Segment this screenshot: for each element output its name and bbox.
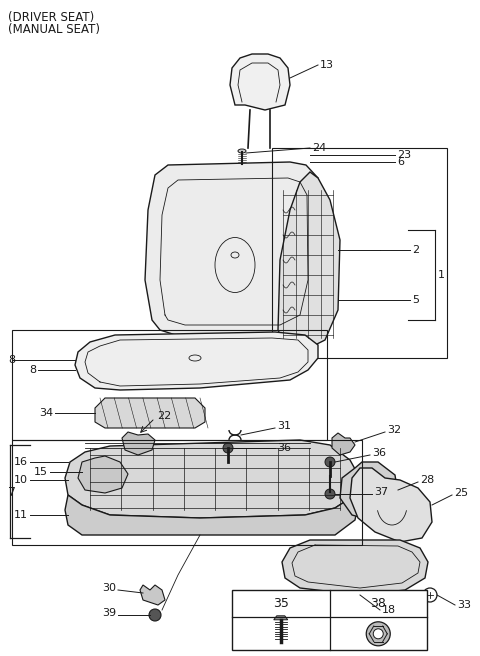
- Polygon shape: [350, 468, 432, 542]
- Polygon shape: [332, 433, 355, 455]
- Circle shape: [149, 609, 161, 621]
- Text: 23: 23: [397, 150, 411, 160]
- Text: 35: 35: [273, 597, 288, 609]
- Polygon shape: [95, 398, 205, 428]
- Bar: [12, 440, 362, 545]
- Polygon shape: [340, 462, 398, 520]
- Polygon shape: [145, 162, 322, 338]
- Text: 6: 6: [397, 157, 404, 167]
- Circle shape: [360, 482, 380, 502]
- Text: 5: 5: [412, 295, 419, 305]
- Text: 7: 7: [8, 485, 16, 499]
- Circle shape: [373, 629, 383, 639]
- Bar: [272, 148, 447, 358]
- Polygon shape: [122, 432, 155, 455]
- Text: 8: 8: [8, 355, 15, 365]
- Bar: [12, 330, 327, 440]
- Text: 32: 32: [387, 425, 401, 435]
- Text: 39: 39: [102, 608, 116, 618]
- Circle shape: [325, 457, 335, 467]
- Polygon shape: [75, 332, 318, 390]
- Text: 28: 28: [420, 475, 434, 485]
- Polygon shape: [65, 440, 360, 518]
- Text: 2: 2: [412, 245, 419, 255]
- Text: 11: 11: [14, 510, 28, 520]
- Polygon shape: [230, 54, 290, 110]
- Text: 8: 8: [29, 365, 36, 375]
- Polygon shape: [65, 495, 358, 535]
- Text: 34: 34: [39, 408, 53, 418]
- Text: 15: 15: [34, 467, 48, 477]
- Text: 38: 38: [370, 597, 386, 609]
- Circle shape: [325, 489, 335, 499]
- Ellipse shape: [238, 149, 246, 153]
- Polygon shape: [140, 585, 165, 605]
- Circle shape: [365, 487, 375, 497]
- Text: 10: 10: [14, 475, 28, 485]
- Text: 36: 36: [277, 443, 291, 453]
- Text: 22: 22: [157, 411, 171, 421]
- Text: 30: 30: [102, 583, 116, 593]
- Text: 1: 1: [438, 270, 445, 280]
- Text: 31: 31: [277, 421, 291, 431]
- Text: 36: 36: [372, 448, 386, 458]
- Text: 16: 16: [14, 457, 28, 467]
- Polygon shape: [282, 540, 428, 595]
- Text: (MANUAL SEAT): (MANUAL SEAT): [8, 24, 100, 37]
- Polygon shape: [274, 616, 288, 620]
- Polygon shape: [78, 456, 128, 493]
- Text: (DRIVER SEAT): (DRIVER SEAT): [8, 12, 94, 24]
- Text: 37: 37: [374, 487, 388, 497]
- Bar: [232, 590, 427, 650]
- Circle shape: [366, 622, 390, 646]
- Polygon shape: [278, 172, 340, 350]
- Text: 18: 18: [382, 605, 396, 615]
- Text: 24: 24: [312, 143, 326, 153]
- Text: 13: 13: [320, 60, 334, 70]
- Text: 33: 33: [457, 600, 471, 610]
- Text: 25: 25: [454, 488, 468, 498]
- Circle shape: [223, 443, 233, 453]
